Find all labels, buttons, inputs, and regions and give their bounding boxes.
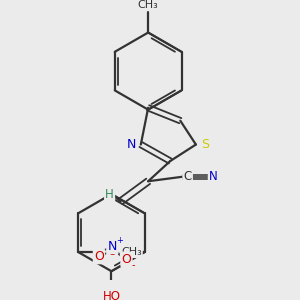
Text: C: C (184, 170, 192, 183)
Text: O: O (122, 253, 131, 266)
Text: CH₃: CH₃ (121, 247, 142, 257)
Text: CH₃: CH₃ (138, 0, 158, 10)
Text: H: H (105, 188, 114, 201)
Text: N: N (127, 138, 136, 151)
Text: HO: HO (102, 290, 120, 300)
Text: -: - (131, 260, 135, 270)
Text: O: O (94, 250, 104, 263)
Text: +: + (116, 236, 123, 245)
Text: O: O (107, 245, 117, 259)
Text: N: N (108, 240, 117, 253)
Text: S: S (201, 138, 209, 151)
Text: N: N (209, 170, 218, 183)
